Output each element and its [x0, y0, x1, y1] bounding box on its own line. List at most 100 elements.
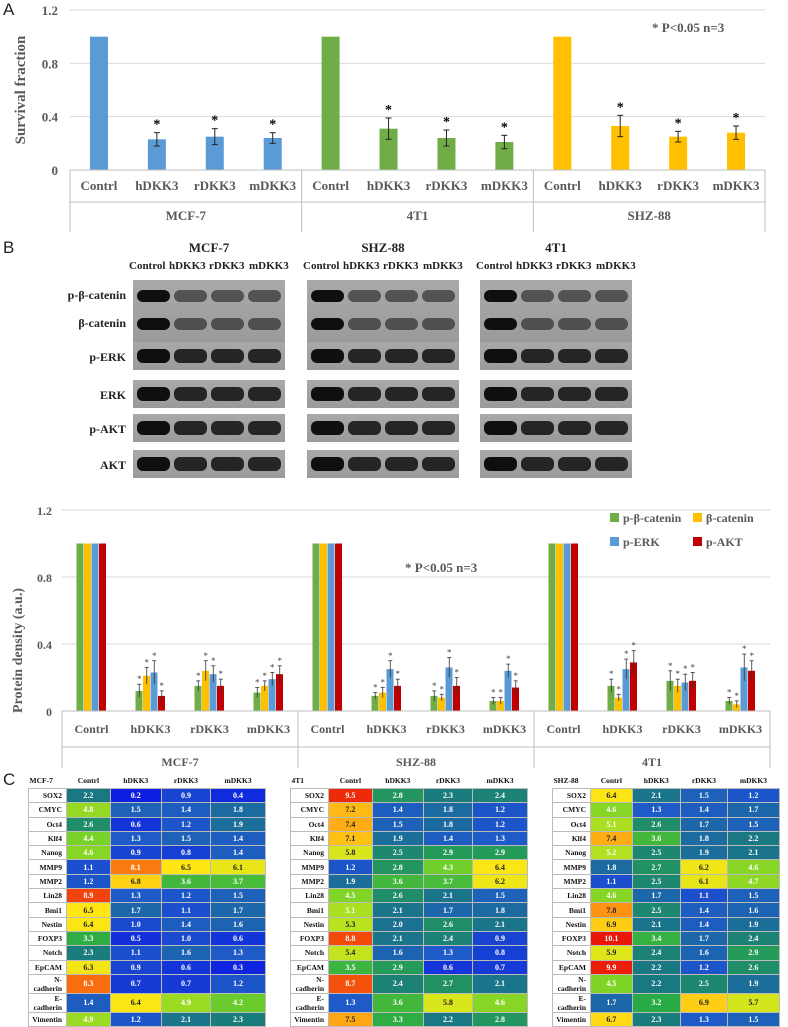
heatmap-value-cell: 1.3: [472, 830, 528, 847]
heatmap-value-cell: 2.8: [371, 859, 424, 875]
heatmap-value-cell: 6.4: [472, 859, 528, 875]
bar: [669, 136, 688, 170]
protein-density-chart: 0 0.4 0.8 1.2 Protein density (a.u.) * P<0.05…: [11, 504, 771, 768]
heatmap-value-cell: 2.6: [422, 916, 474, 932]
bar: [430, 695, 438, 711]
heatmap-value-cell: 2.6: [371, 888, 424, 904]
bar: [143, 675, 150, 711]
heatmap-value-cell: 1.5: [371, 816, 424, 832]
significance-star: *: [432, 681, 437, 691]
heatmap-value-cell: 8.9: [66, 888, 111, 904]
heatmap-gene-label: Klf4: [290, 830, 329, 847]
bar: [371, 695, 379, 711]
heatmap-gene-label: MMP9: [28, 859, 67, 875]
significance-star: *: [396, 669, 401, 679]
heatmap-value-cell: 0.5: [109, 930, 162, 947]
blot-band: [484, 421, 517, 435]
blot-band: [558, 387, 591, 401]
heatmap-column-header: mDKK3: [486, 775, 514, 785]
heatmap-gene-label: CMYC: [290, 802, 329, 818]
blot-row-label: β-catenin: [78, 316, 126, 330]
heatmap-value-cell: 1.4: [160, 916, 212, 932]
bar: [563, 543, 571, 711]
significance-star: *: [691, 662, 696, 672]
y-tick-label: 0: [52, 163, 59, 178]
heatmap-value-cell: 1.4: [680, 916, 728, 932]
blot-cell-title: MCF-7: [188, 240, 230, 255]
heatmap-gene-label: EpCAM: [290, 959, 329, 975]
heatmap-value-cell: 9.5: [328, 787, 373, 804]
x-tick-label: Contrl: [81, 178, 118, 193]
heatmap-gene-label: Vimentin: [552, 1011, 591, 1027]
heatmap-value-cell: 2.2: [66, 787, 111, 804]
heatmap-value-cell: 2.5: [680, 973, 728, 994]
blot-band: [174, 318, 207, 330]
heatmap-value-cell: 2.7: [631, 859, 682, 875]
bar: [666, 680, 674, 711]
blot-band: [137, 421, 170, 435]
blot-band: [521, 421, 554, 435]
bar: [727, 132, 746, 170]
heatmap-value-cell: 0.9: [109, 845, 162, 861]
heatmap-value-cell: 6.4: [109, 992, 162, 1013]
heatmap-row: Klf4 4.4 1.3 1.5 1.4: [28, 830, 266, 847]
heatmap-value-cell: 0.2: [109, 787, 162, 804]
heatmap-row: Klf4 7.4 3.6 1.8 2.2: [552, 830, 781, 847]
heatmap-value-cell: 6.4: [66, 916, 111, 932]
heatmap-row: Oct4 2.6 0.6 1.2 1.9: [28, 816, 266, 832]
bar: [312, 543, 320, 711]
x-tick-label: mDKK3: [247, 722, 290, 736]
heatmap-gene-label: Vimentin: [28, 1011, 67, 1027]
heatmap-value-cell: 1.0: [109, 916, 162, 932]
x-tick-label: hDKK3: [602, 722, 642, 736]
significance-star: *: [455, 668, 460, 678]
significance-star: *: [609, 669, 614, 679]
heatmap-row: Nestin 6.4 1.0 1.4 1.6: [28, 916, 266, 932]
heatmap-value-cell: 4.6: [590, 802, 633, 818]
heatmap-value-cell: 0.9: [160, 787, 212, 804]
blot-lane-label: mDKK3: [423, 260, 463, 272]
heatmap-row: EpCAM 9.9 2.2 1.2 2.6: [552, 959, 781, 975]
heatmap-value-cell: 0.7: [160, 973, 212, 994]
heatmap-value-cell: 1.4: [160, 802, 212, 818]
heatmap-column-header: hDKK3: [123, 775, 149, 785]
group-label: SHZ-88: [396, 755, 436, 768]
heatmap-value-cell: 9.9: [590, 959, 633, 975]
heatmap-gene-label: Notch: [290, 945, 329, 961]
blot-cell-title: 4T1: [545, 240, 567, 255]
heatmap-value-cell: 1.9: [371, 830, 424, 847]
bar: [571, 543, 578, 711]
heatmap-value-cell: 1.4: [210, 830, 266, 847]
bar: [217, 685, 224, 711]
heatmap-value-cell: 1.2: [472, 802, 528, 818]
heatmap-value-cell: 1.4: [680, 802, 728, 818]
significance-star: *: [145, 657, 150, 667]
bar: [497, 700, 504, 711]
heatmap-value-cell: 3.6: [371, 992, 424, 1013]
bar: [205, 136, 224, 170]
bar: [725, 700, 733, 711]
blot-band: [385, 290, 418, 302]
blot-band: [174, 349, 207, 363]
heatmap-value-cell: 1.3: [109, 830, 162, 847]
heatmap-value-cell: 1.8: [590, 859, 633, 875]
blot-band: [484, 457, 517, 471]
y-axis-label: Survival fraction: [13, 35, 29, 144]
blot-band: [211, 421, 244, 435]
heatmap-value-cell: 4.6: [726, 859, 781, 875]
x-tick-label: mDKK3: [719, 722, 762, 736]
heatmap-value-cell: 1.3: [631, 802, 682, 818]
blot-band: [422, 290, 455, 302]
heatmap-value-cell: 1.4: [371, 802, 424, 818]
heatmap-value-cell: 1.1: [66, 859, 111, 875]
significance-star: *: [506, 654, 511, 664]
heatmap-gene-label: Nestin: [290, 916, 329, 932]
heatmap-row: E-cadherin 1.3 3.6 5.8 4.6: [290, 992, 528, 1013]
significance-star: *: [683, 664, 688, 674]
heatmap-gene-label: Bmi1: [290, 902, 329, 918]
bar: [740, 667, 748, 711]
significance-star: *: [219, 669, 224, 679]
heatmap-header-row: SHZ-88 Contrl hDKK3 rDKK3 mDKK3: [553, 772, 780, 789]
bar: [263, 138, 282, 170]
blot-band: [137, 457, 170, 471]
